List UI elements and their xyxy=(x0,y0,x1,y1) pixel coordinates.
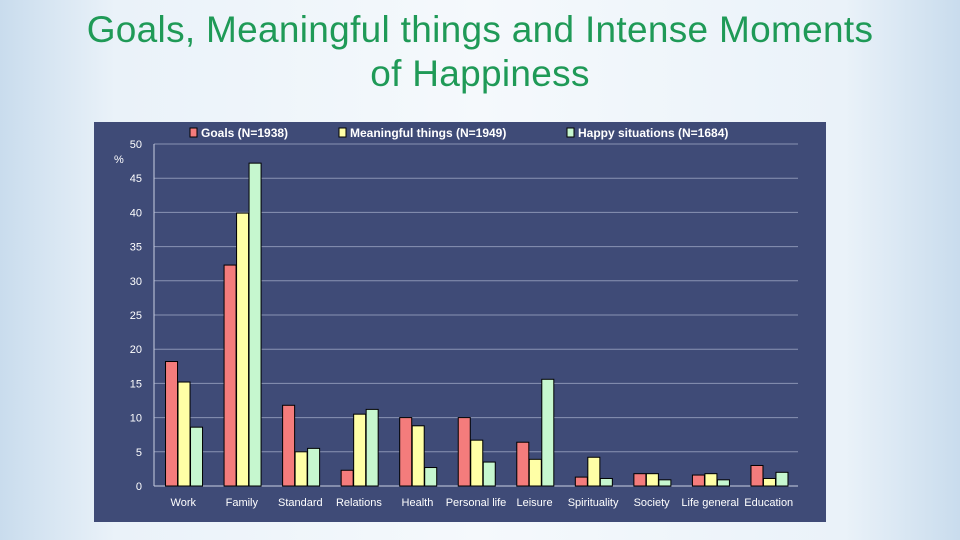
y-tick-label: 25 xyxy=(130,310,142,322)
bar-goals-9 xyxy=(691,474,705,487)
y-tick-label: 5 xyxy=(136,447,142,459)
bar-meaningful-5 xyxy=(470,439,484,487)
x-tick-label: Family xyxy=(226,497,259,509)
x-tick-label: Work xyxy=(171,497,197,509)
bar-happy-4 xyxy=(424,467,438,487)
x-tick-label: Personal life xyxy=(446,497,507,509)
bar-happy-10 xyxy=(775,471,789,487)
bar-happy-1 xyxy=(248,162,262,487)
x-tick-label: Education xyxy=(744,497,793,509)
bar-meaningful-10 xyxy=(762,477,776,487)
x-tick-label: Relations xyxy=(336,497,382,509)
y-axis-label: % xyxy=(114,154,124,166)
bar-meaningful-7 xyxy=(587,456,601,487)
y-tick-label: 40 xyxy=(130,207,142,219)
bar-goals-1 xyxy=(223,264,237,487)
y-tick-label: 10 xyxy=(130,413,142,425)
legend-label: Happy situations (N=1684) xyxy=(578,126,728,140)
y-tick-label: 30 xyxy=(130,276,142,288)
bar-meaningful-2 xyxy=(294,451,308,487)
slide-title: Goals, Meaningful things and Intense Mom… xyxy=(0,8,960,96)
bar-goals-2 xyxy=(282,404,296,487)
legend-swatch xyxy=(189,127,198,138)
x-tick-label: Society xyxy=(634,497,671,509)
legend-label: Goals (N=1938) xyxy=(201,126,288,140)
x-tick-label: Health xyxy=(402,497,434,509)
bar-happy-3 xyxy=(365,408,379,487)
x-tick-label: Spirituality xyxy=(568,497,619,509)
chart-panel: 0 5 10 15 20 25 30 35 40 45 50 Work Family Standard Re… xyxy=(94,122,826,522)
y-tick-label: 35 xyxy=(130,242,142,254)
legend-label: Meaningful things (N=1949) xyxy=(350,126,506,140)
legend-swatch xyxy=(338,127,347,138)
bar-goals-0 xyxy=(165,361,179,487)
bar-happy-9 xyxy=(716,479,730,487)
bar-happy-2 xyxy=(307,447,321,487)
y-tick-label: 0 xyxy=(136,481,142,493)
slide-title-line-1: Goals, Meaningful things and Intense Mom… xyxy=(86,9,874,50)
bar-goals-4 xyxy=(399,417,413,487)
bar-goals-6 xyxy=(516,441,530,487)
bar-meaningful-8 xyxy=(645,473,659,487)
bar-meaningful-0 xyxy=(177,381,191,487)
x-tick-label: Life general xyxy=(681,497,739,509)
bar-meaningful-6 xyxy=(528,458,542,487)
bar-meaningful-3 xyxy=(353,413,367,487)
bar-goals-7 xyxy=(574,476,588,487)
y-tick-label: 15 xyxy=(130,378,142,390)
bar-chart: 0 5 10 15 20 25 30 35 40 45 50 Work Family Standard Re… xyxy=(114,126,798,509)
bar-goals-3 xyxy=(340,469,354,487)
bar-meaningful-9 xyxy=(704,473,718,487)
bar-happy-8 xyxy=(658,479,672,487)
legend-swatch xyxy=(566,127,575,138)
y-tick-label: 50 xyxy=(130,139,142,151)
bar-happy-7 xyxy=(599,477,613,487)
bar-happy-5 xyxy=(482,461,496,487)
x-tick-label: Standard xyxy=(278,497,323,509)
bar-goals-5 xyxy=(457,417,471,487)
bar-happy-0 xyxy=(190,426,204,487)
bar-meaningful-4 xyxy=(411,425,425,487)
bar-goals-10 xyxy=(750,464,764,487)
y-tick-label: 20 xyxy=(130,344,142,356)
slide-title-line-2: of Happiness xyxy=(370,53,590,94)
bar-happy-6 xyxy=(541,378,555,487)
x-tick-label: Leisure xyxy=(517,497,553,509)
y-tick-label: 45 xyxy=(130,173,142,185)
bar-meaningful-1 xyxy=(236,212,250,487)
bar-goals-8 xyxy=(633,473,647,487)
